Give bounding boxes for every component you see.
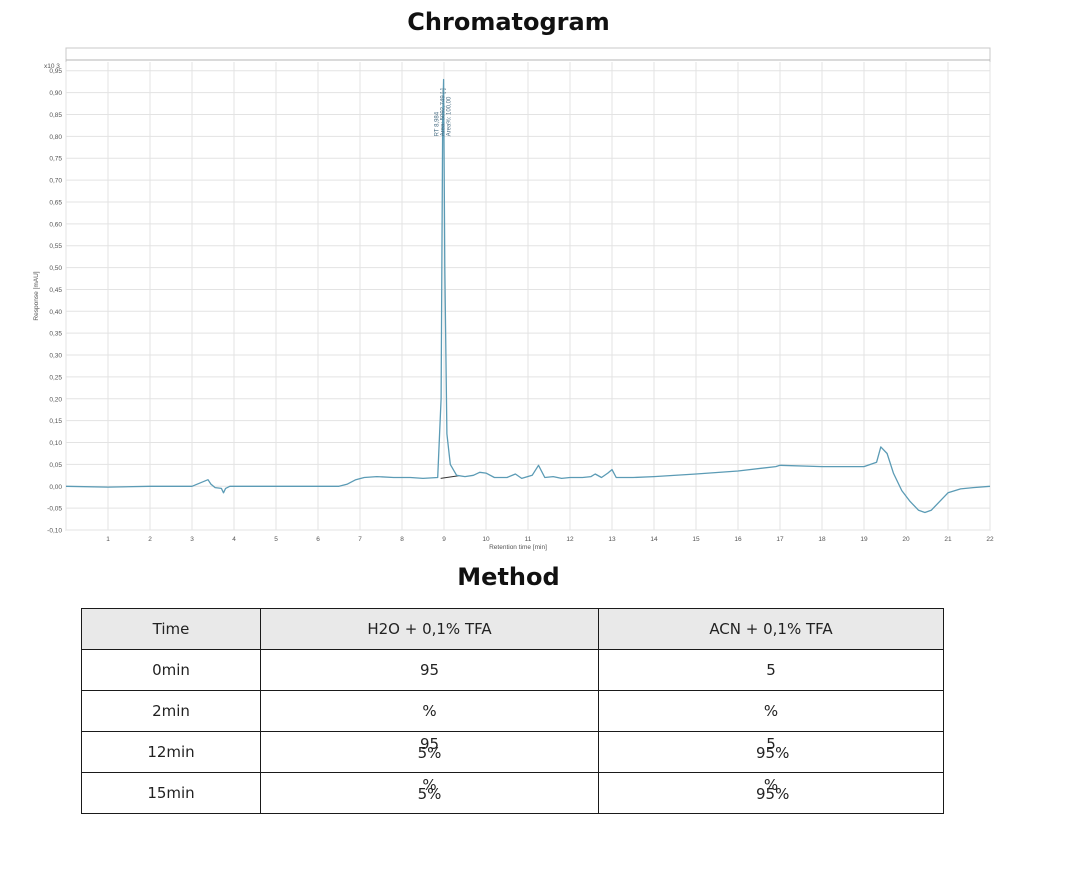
x-tick-label: 18 <box>818 536 826 543</box>
y-tick-label: 0,80 <box>49 134 62 141</box>
x-axis-label: Retention time [min] <box>489 544 547 551</box>
cell-time: 2min <box>81 690 261 732</box>
table-header-row: Time H2O + 0,1% TFA ACN + 0,1% TFA <box>81 608 944 650</box>
overlapping-values: % 95% <box>756 776 790 803</box>
cell-acn: 5 95% <box>598 731 944 773</box>
peak-annotation-label: RT 8,984 <box>435 111 441 136</box>
x-tick-label: 20 <box>902 536 910 543</box>
cell-h2o: % 5% <box>260 772 599 814</box>
y-tick-label: 0,90 <box>49 90 62 97</box>
cell-acn-under: 95% <box>756 785 790 803</box>
x-tick-label: 9 <box>442 536 446 543</box>
x-tick-label: 11 <box>525 536 532 543</box>
y-tick-label: -0,05 <box>47 506 62 513</box>
table-row: 2min % % <box>81 690 944 732</box>
cell-time: 0min <box>81 649 261 691</box>
y-tick-label: 0,95 <box>49 68 62 75</box>
x-tick-label: 14 <box>650 536 658 543</box>
header-acn: ACN + 0,1% TFA <box>598 608 944 650</box>
y-tick-label: 0,60 <box>49 221 62 228</box>
y-tick-label: 0,05 <box>49 462 62 469</box>
y-tick-label: 0,40 <box>49 309 62 316</box>
cell-acn: % 95% <box>598 772 944 814</box>
cell-h2o-over: % <box>422 776 437 794</box>
cell-h2o-over: 95 <box>419 735 440 753</box>
y-tick-label: 0,15 <box>49 418 62 425</box>
y-tick-label: 0,35 <box>49 331 62 338</box>
y-tick-label: 0,45 <box>49 287 62 294</box>
table-row: 15min % 5% % 95% <box>81 772 944 814</box>
x-tick-label: 16 <box>734 536 742 543</box>
x-tick-label: 13 <box>608 536 616 543</box>
y-tick-label: 0,25 <box>49 374 62 381</box>
y-axis-label: Response [mAU] <box>33 271 40 320</box>
y-tick-label: 0,70 <box>49 178 62 185</box>
series-line <box>65 78 991 514</box>
y-tick-label: 0,30 <box>49 353 62 360</box>
header-time: Time <box>81 608 261 650</box>
y-tick-label: 0,10 <box>49 440 62 447</box>
y-multiplier-label: x10 3 <box>44 63 60 70</box>
method-table: Time H2O + 0,1% TFA ACN + 0,1% TFA 0min … <box>81 608 944 814</box>
x-tick-label: 1 <box>106 536 110 543</box>
y-tick-label: 0,55 <box>49 243 62 250</box>
x-tick-label: 19 <box>860 536 868 543</box>
cell-h2o-under: 5% <box>417 744 442 762</box>
x-tick-label: 3 <box>190 536 194 543</box>
integration-baseline <box>440 475 459 479</box>
table-row: 12min 95 5% 5 95% <box>81 731 944 773</box>
peak-annotation-label: Area: 5092,749 [-] <box>441 88 447 136</box>
x-tick-label: 4 <box>232 536 236 543</box>
y-tick-label: 0,00 <box>49 484 62 491</box>
table-row: 0min 95 5 <box>81 649 944 691</box>
y-tick-label: -0,10 <box>47 528 62 535</box>
overlapping-values: 95 5% <box>415 735 445 762</box>
header-h2o: H2O + 0,1% TFA <box>260 608 599 650</box>
cell-time: 15min <box>81 772 261 814</box>
x-tick-label: 2 <box>148 536 152 543</box>
x-tick-label: 21 <box>944 536 952 543</box>
x-tick-label: 15 <box>692 536 700 543</box>
method-title: Method <box>457 563 560 591</box>
y-tick-label: 0,65 <box>49 199 62 206</box>
cell-acn-under: 95% <box>756 744 790 762</box>
chromatogram-chart: -0,10 -0,05 0,00 0,05 0,10 0,15 0,20 0,25 0,30 0,… <box>33 47 994 551</box>
cell-h2o: % <box>260 690 599 732</box>
y-tick-label: 0,85 <box>49 112 62 119</box>
cell-acn: 5 <box>598 649 944 691</box>
x-tick-label: 17 <box>776 536 784 543</box>
chart-title: Chromatogram <box>407 8 610 36</box>
x-tick-label: 8 <box>400 536 404 543</box>
cell-h2o: 95 5% <box>260 731 599 773</box>
cell-acn-over: % <box>763 776 779 794</box>
cell-acn: % <box>598 690 944 732</box>
x-tick-label: 5 <box>274 536 278 543</box>
cell-time: 12min <box>81 731 261 773</box>
cell-h2o: 95 <box>260 649 599 691</box>
x-tick-label: 22 <box>986 536 994 543</box>
overlapping-values: 5 95% <box>756 735 790 762</box>
x-tick-label: 7 <box>358 536 362 543</box>
x-tick-label: 6 <box>316 536 320 543</box>
overlapping-values: % 5% <box>415 776 445 803</box>
cell-h2o-under: 5% <box>417 785 442 803</box>
x-tick-label: 12 <box>566 536 574 543</box>
y-tick-label: 0,50 <box>49 265 62 272</box>
x-tick-label: 10 <box>482 536 490 543</box>
peak-annotation-label: Area%: 100,00 <box>447 96 453 136</box>
cell-acn-over: 5 <box>766 735 776 753</box>
y-tick-label: 0,75 <box>49 156 62 163</box>
y-tick-label: 0,20 <box>49 396 62 403</box>
